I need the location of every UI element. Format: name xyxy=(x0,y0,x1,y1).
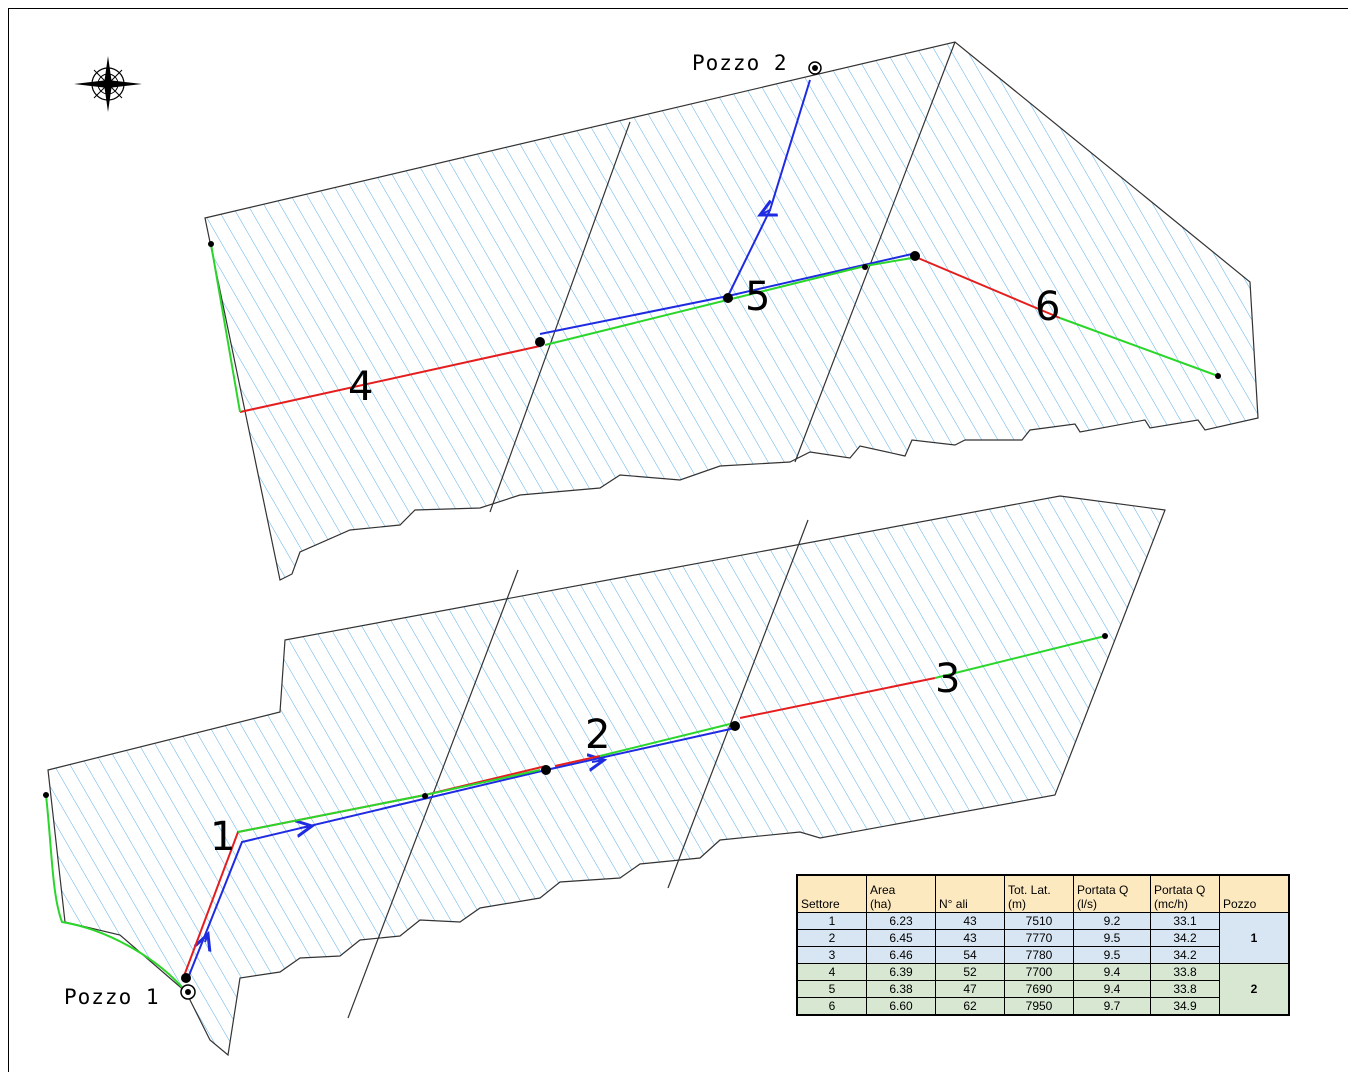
lateral-red-2 xyxy=(554,755,601,767)
compass-rose-icon xyxy=(74,56,142,112)
table-header-row: Settore Area (ha) N° ali Tot. Lat. (m) P… xyxy=(796,874,1290,913)
valve-node xyxy=(723,293,733,303)
lower-pipes xyxy=(43,633,1108,1000)
table-cell: 54 xyxy=(935,946,1005,964)
table-cell: 6.38 xyxy=(866,980,936,998)
table-cell: 9.5 xyxy=(1073,946,1151,964)
table-row: 2 6.45 43 7770 9.5 34.2 xyxy=(796,929,1289,947)
table-row: 5 6.38 47 7690 9.4 33.8 xyxy=(796,980,1289,998)
lateral-green-2a xyxy=(424,769,541,796)
upper-pipes xyxy=(208,61,1221,413)
valve-node xyxy=(730,721,740,731)
lateral-green-1 xyxy=(237,794,426,833)
lateral-red-3 xyxy=(739,677,936,719)
drawing-frame xyxy=(8,8,1348,1072)
table-cell: 34.2 xyxy=(1150,929,1220,947)
pipe-end xyxy=(1215,373,1221,379)
table-cell: 9.4 xyxy=(1073,980,1151,998)
lateral-red-4 xyxy=(239,345,541,413)
lower-field xyxy=(47,495,1166,1057)
upper-field xyxy=(204,41,1259,581)
table-cell: 7690 xyxy=(1004,980,1074,998)
sector-label-5: 5 xyxy=(745,274,770,320)
header-pozzo: Pozzo xyxy=(1219,874,1290,913)
lower-field-boundary xyxy=(47,495,1166,1057)
sector-label-1: 1 xyxy=(210,814,235,860)
sector-divider xyxy=(794,41,956,463)
sector-divider xyxy=(489,121,631,513)
pipe-end xyxy=(43,792,49,798)
table-cell: 7770 xyxy=(1004,929,1074,947)
sector-divider xyxy=(667,519,809,889)
table-cell: 7700 xyxy=(1004,963,1074,981)
table-cell: 34.9 xyxy=(1150,997,1220,1016)
pipe-end xyxy=(862,264,868,270)
pipe-end xyxy=(208,241,214,247)
lateral-red-6 xyxy=(917,257,1061,319)
table-cell: 3 xyxy=(796,946,867,964)
table-cell: 5 xyxy=(796,980,867,998)
table-row: 4 6.39 52 7700 9.4 33.8 2 xyxy=(796,963,1290,1016)
pipe-end xyxy=(422,793,428,799)
pozzo-1-label: Pozzo 1 xyxy=(64,985,160,1009)
valve-node xyxy=(181,973,191,983)
header-n-ali: N° ali xyxy=(935,874,1005,913)
table-cell: 6 xyxy=(796,997,867,1016)
lateral-green-edge xyxy=(45,794,187,993)
header-tot-lat: Tot. Lat. (m) xyxy=(1004,874,1074,913)
valve-node xyxy=(535,337,545,347)
table-row: 1 6.23 43 7510 9.2 33.1 1 xyxy=(796,912,1290,964)
table-cell: 43 xyxy=(935,912,1005,930)
table-cell: 7950 xyxy=(1004,997,1074,1016)
header-portata-mch: Portata Q (mc/h) xyxy=(1150,874,1220,913)
table-cell: 33.8 xyxy=(1150,963,1220,981)
table-row: 6 6.60 62 7950 9.7 34.9 xyxy=(796,997,1289,1016)
pipe-end xyxy=(1102,633,1108,639)
table-cell: 7510 xyxy=(1004,912,1074,930)
header-settore: Settore xyxy=(796,874,867,913)
table-cell: 33.1 xyxy=(1150,912,1220,930)
header-area: Area (ha) xyxy=(866,874,936,913)
table-cell: 43 xyxy=(935,929,1005,947)
pozzo-group-cell: 1 xyxy=(1219,912,1290,964)
table-cell: 6.23 xyxy=(866,912,936,930)
table-cell: 52 xyxy=(935,963,1005,981)
sector-label-3: 3 xyxy=(935,656,960,702)
table-cell: 4 xyxy=(796,963,867,981)
table-cell: 6.60 xyxy=(866,997,936,1016)
upper-field-boundary xyxy=(204,41,1259,581)
table-cell: 2 xyxy=(796,929,867,947)
table-cell: 33.8 xyxy=(1150,980,1220,998)
table-cell: 7780 xyxy=(1004,946,1074,964)
lateral-green-2b xyxy=(599,723,731,757)
table-cell: 1 xyxy=(796,912,867,930)
table-cell: 9.2 xyxy=(1073,912,1151,930)
table-cell: 9.5 xyxy=(1073,929,1151,947)
sector-label-2: 2 xyxy=(585,712,610,758)
lateral-green-3 xyxy=(934,635,1106,679)
table-row: 3 6.46 54 7780 9.5 34.2 xyxy=(796,946,1289,964)
table-cell: 47 xyxy=(935,980,1005,998)
table-cell: 62 xyxy=(935,997,1005,1016)
table-cell: 9.4 xyxy=(1073,963,1151,981)
main-pipe-pozzo1 xyxy=(187,727,736,979)
table-cell: 9.7 xyxy=(1073,997,1151,1016)
valve-node xyxy=(541,765,551,775)
table-cell: 6.46 xyxy=(866,946,936,964)
table-cell: 6.45 xyxy=(866,929,936,947)
valve-node xyxy=(910,251,920,261)
lateral-green-6 xyxy=(1059,317,1219,377)
sector-label-6: 6 xyxy=(1035,284,1060,330)
table-cell: 6.39 xyxy=(866,963,936,981)
table-cell: 34.2 xyxy=(1150,946,1220,964)
pozzo-2-label: Pozzo 2 xyxy=(692,51,788,75)
sector-label-4: 4 xyxy=(348,364,373,410)
header-portata-ls: Portata Q (l/s) xyxy=(1073,874,1151,913)
lateral-green-4 xyxy=(210,243,241,413)
sector-summary-table: Settore Area (ha) N° ali Tot. Lat. (m) P… xyxy=(796,874,1290,1016)
pozzo-group-cell: 2 xyxy=(1219,963,1290,1016)
